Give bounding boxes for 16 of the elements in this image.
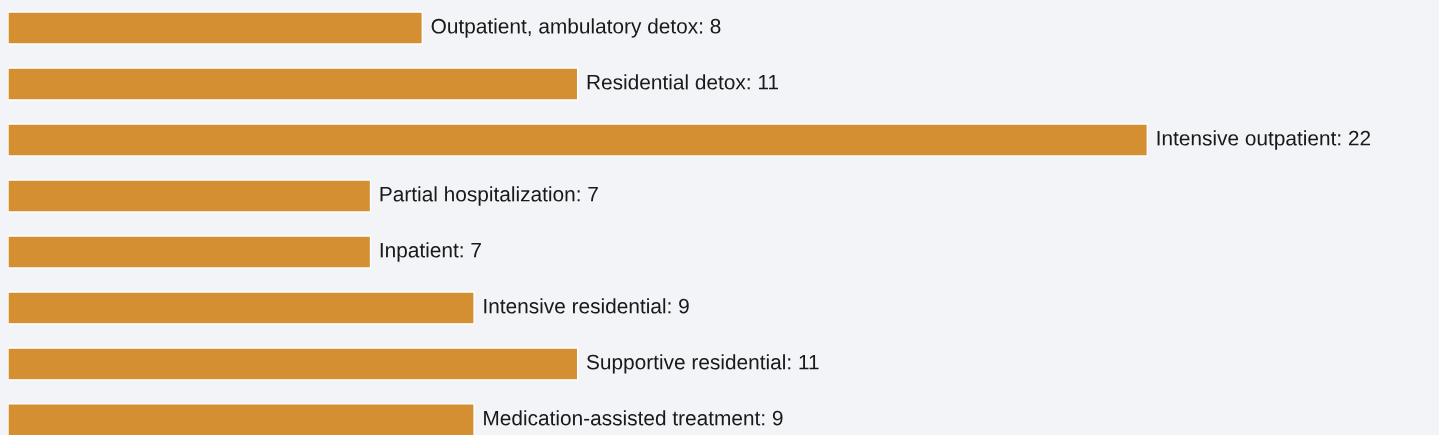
data-label: Outpatient, ambulatory detox: 8 bbox=[431, 18, 721, 38]
data-label: Residential detox: 11 bbox=[587, 74, 779, 90]
bar bbox=[8, 179, 372, 213]
bar bbox=[8, 403, 475, 435]
bar bbox=[8, 67, 579, 101]
bar bbox=[8, 291, 475, 325]
data-label: Partial hospitalization: 7 bbox=[380, 186, 598, 206]
bar bbox=[8, 11, 423, 45]
bar bbox=[8, 235, 372, 269]
data-label: Supportive residential: 11 bbox=[586, 354, 819, 374]
data-label: Medication-assisted treatment: 9 bbox=[484, 410, 783, 426]
bar bbox=[8, 123, 1149, 157]
data-label: Inpatient: 7 bbox=[380, 242, 481, 262]
bar bbox=[8, 347, 579, 381]
data-label: Intensive residential: 9 bbox=[484, 298, 689, 314]
data-label: Intensive outpatient: 22 bbox=[1157, 130, 1371, 150]
